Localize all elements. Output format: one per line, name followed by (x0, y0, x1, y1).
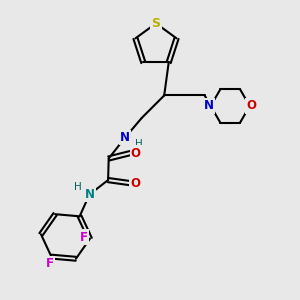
Text: F: F (46, 257, 54, 270)
Text: H: H (135, 139, 142, 149)
Text: O: O (246, 100, 256, 112)
Text: O: O (131, 147, 141, 160)
Text: N: N (120, 131, 130, 144)
Text: S: S (152, 17, 160, 30)
Text: O: O (130, 177, 140, 190)
Text: N: N (85, 188, 94, 201)
Text: N: N (204, 100, 214, 112)
Text: H: H (74, 182, 82, 192)
Text: F: F (80, 231, 87, 244)
